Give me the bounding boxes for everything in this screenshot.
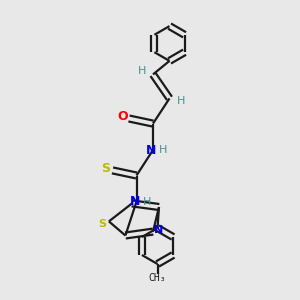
Text: H: H (177, 96, 185, 106)
Text: N: N (154, 225, 164, 235)
Text: N: N (146, 143, 157, 157)
Text: H: H (143, 196, 151, 207)
Text: O: O (117, 110, 128, 124)
Text: CH₃: CH₃ (149, 273, 166, 284)
Text: S: S (101, 162, 110, 176)
Text: N: N (130, 195, 140, 208)
Text: S: S (98, 219, 106, 229)
Text: H: H (159, 145, 168, 155)
Text: H: H (137, 65, 146, 76)
